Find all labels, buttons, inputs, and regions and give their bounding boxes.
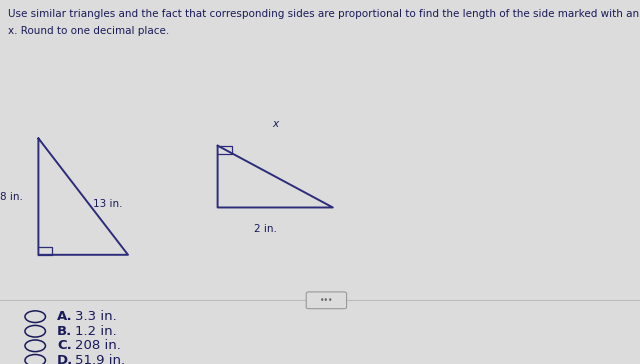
- Text: Use similar triangles and the fact that corresponding sides are proportional to : Use similar triangles and the fact that …: [8, 9, 639, 19]
- Text: 13 in.: 13 in.: [93, 199, 122, 209]
- Text: 3.3 in.: 3.3 in.: [75, 310, 116, 323]
- Text: x: x: [272, 119, 278, 129]
- Text: •••: •••: [319, 296, 333, 305]
- Text: x. Round to one decimal place.: x. Round to one decimal place.: [8, 26, 169, 36]
- Text: C.: C.: [57, 339, 72, 352]
- FancyBboxPatch shape: [307, 292, 347, 309]
- Text: 8 in.: 8 in.: [0, 191, 22, 202]
- Text: 1.2 in.: 1.2 in.: [75, 325, 116, 338]
- Text: 2 in.: 2 in.: [254, 224, 277, 234]
- Text: B.: B.: [57, 325, 72, 338]
- Text: 51.9 in.: 51.9 in.: [75, 354, 125, 364]
- Text: 208 in.: 208 in.: [75, 339, 121, 352]
- Text: D.: D.: [57, 354, 73, 364]
- Text: A.: A.: [57, 310, 72, 323]
